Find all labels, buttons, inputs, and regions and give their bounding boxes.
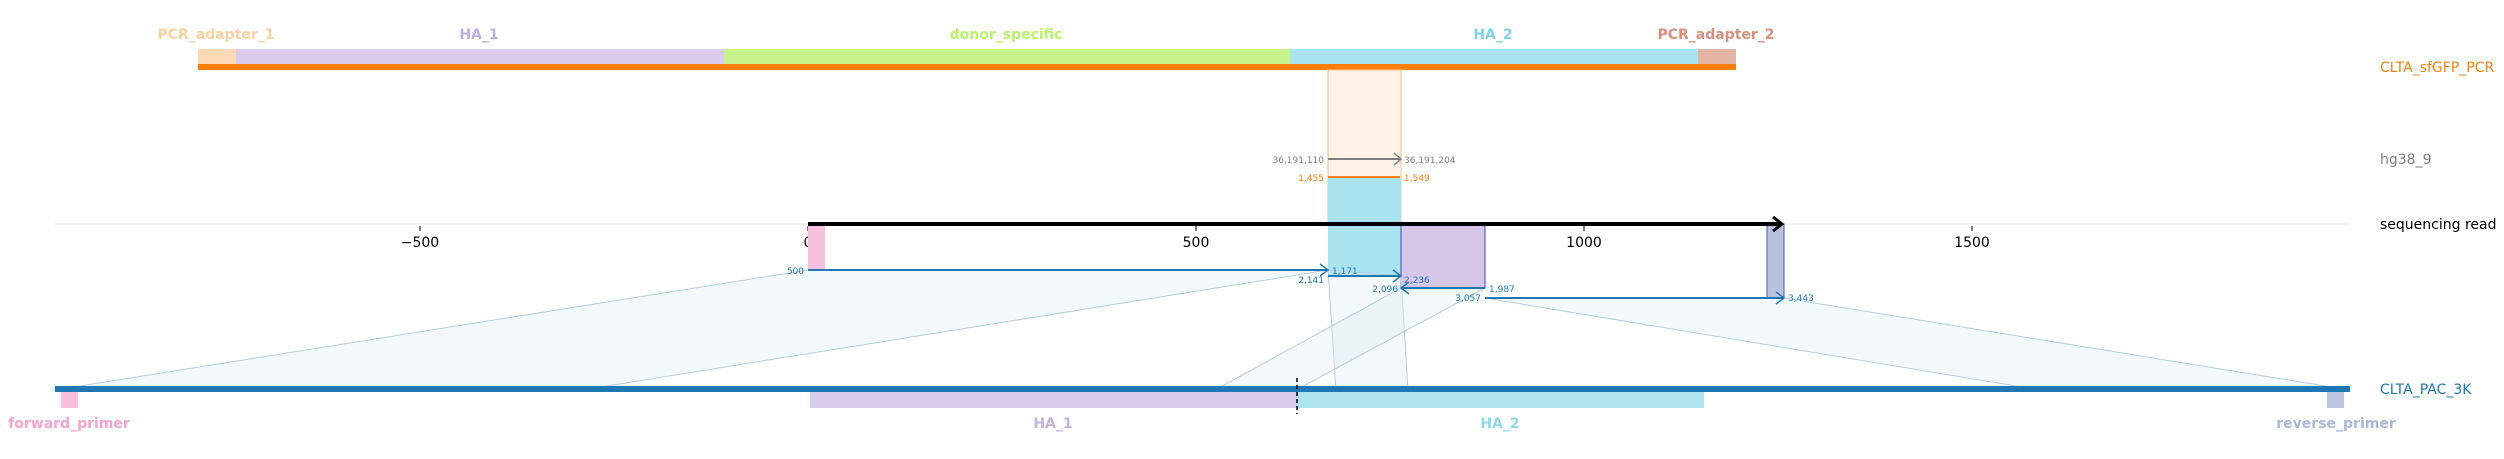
- read-box-ha-1: [1400, 223, 1486, 289]
- genome-read-end-label: 1,549: [1404, 174, 1430, 184]
- label-pcr-adapter-2: PCR_adapter_2: [1657, 27, 1774, 43]
- label-ha-1-bottom: HA_1: [1033, 416, 1072, 432]
- label-forward-primer: forward_primer: [8, 416, 130, 432]
- pcr-backbone-line: [198, 64, 1736, 70]
- feature-ha-2-top: [1290, 49, 1698, 65]
- genome-end-label: 36,191,204: [1404, 156, 1456, 166]
- tick-label-m500: −500: [401, 235, 439, 251]
- genome-read-start-label: 1,455: [1298, 174, 1324, 184]
- a1-start-label: 500: [787, 267, 804, 277]
- label-pcr-adapter-1: PCR_adapter_1: [157, 27, 274, 43]
- sequencing-read: [808, 215, 1785, 233]
- genome-alignment: 36,191,110 36,191,204 1,455 1,549: [1272, 152, 1456, 184]
- a1-end-label: 1,171: [1332, 267, 1358, 277]
- tick-label-1500: 1500: [1954, 235, 1990, 251]
- plasmid-track: forward_primer HA_1 HA_2 reverse_primer: [8, 378, 2396, 432]
- track-label-plasmid: CLTA_PAC_3K: [2380, 382, 2472, 398]
- a1-read-start-label: 2,141: [1298, 276, 1324, 286]
- genome-start-label: 36,191,110: [1272, 156, 1324, 166]
- label-ha-1-top: HA_1: [459, 27, 498, 43]
- feature-ha-2-bottom: [1297, 392, 1704, 408]
- label-ha-2-top: HA_2: [1473, 27, 1512, 43]
- read-box-forward-primer: [808, 224, 825, 270]
- tick-label-500: 500: [1183, 235, 1210, 251]
- feature-ha-1-top: [236, 49, 724, 65]
- a2-start-label: 2,096: [1372, 285, 1398, 295]
- a2-read-end-label: 1,987: [1489, 285, 1515, 295]
- feature-donor-specific: [724, 49, 1290, 65]
- plasmid-projections: [54, 269, 2351, 391]
- label-ha-2-bottom: HA_2: [1480, 416, 1519, 432]
- read-box-reverse-primer: [1766, 223, 1785, 299]
- a3-start-label: 3,057: [1455, 294, 1481, 304]
- read-box-ha-2: [1328, 178, 1401, 276]
- feature-ha-1-bottom: [810, 392, 1297, 408]
- feature-pcr-adapter-1: [198, 49, 236, 65]
- plasmid-backbone-line: [55, 386, 2350, 392]
- label-donor-specific: donor_specific: [950, 27, 1063, 43]
- label-reverse-primer: reverse_primer: [2276, 416, 2396, 432]
- track-label-pcr: CLTA_sfGFP_PCR: [2380, 60, 2494, 76]
- feature-pcr-adapter-2: [1698, 49, 1736, 65]
- track-label-read: sequencing read: [2380, 217, 2496, 233]
- tick-label-1000: 1000: [1566, 235, 1602, 251]
- feature-forward-primer: [61, 392, 78, 408]
- feature-reverse-primer: [2327, 392, 2344, 408]
- a2-end-label: 2,236: [1404, 276, 1430, 286]
- plasmid-alignments: 500 1,171 2,141 2,096 2,236 1,987 3,057 …: [787, 263, 1814, 305]
- pcr-track: PCR_adapter_1 HA_1 donor_specific HA_2 P…: [157, 27, 1775, 70]
- a3-end-label: 3,443: [1788, 294, 1814, 304]
- x-axis: −500 0 500 1000 1500: [55, 223, 2350, 251]
- track-label-genome: hg38_9: [2380, 152, 2431, 168]
